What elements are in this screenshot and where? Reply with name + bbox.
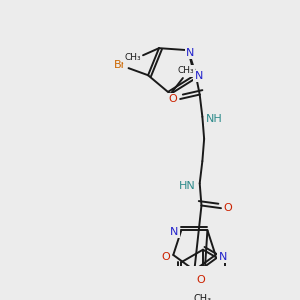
Text: N: N <box>186 48 194 58</box>
Text: O: O <box>197 275 206 285</box>
Text: O: O <box>224 203 233 213</box>
Text: O: O <box>169 94 177 104</box>
Text: N: N <box>218 252 227 262</box>
Text: NH: NH <box>206 114 222 124</box>
Text: Br: Br <box>113 60 126 70</box>
Text: CH₃: CH₃ <box>177 66 194 75</box>
Text: CH₃: CH₃ <box>194 294 212 300</box>
Text: N: N <box>170 227 178 237</box>
Text: HN: HN <box>179 181 196 191</box>
Text: CH₃: CH₃ <box>124 53 141 62</box>
Text: O: O <box>161 252 170 262</box>
Text: N: N <box>195 71 203 81</box>
